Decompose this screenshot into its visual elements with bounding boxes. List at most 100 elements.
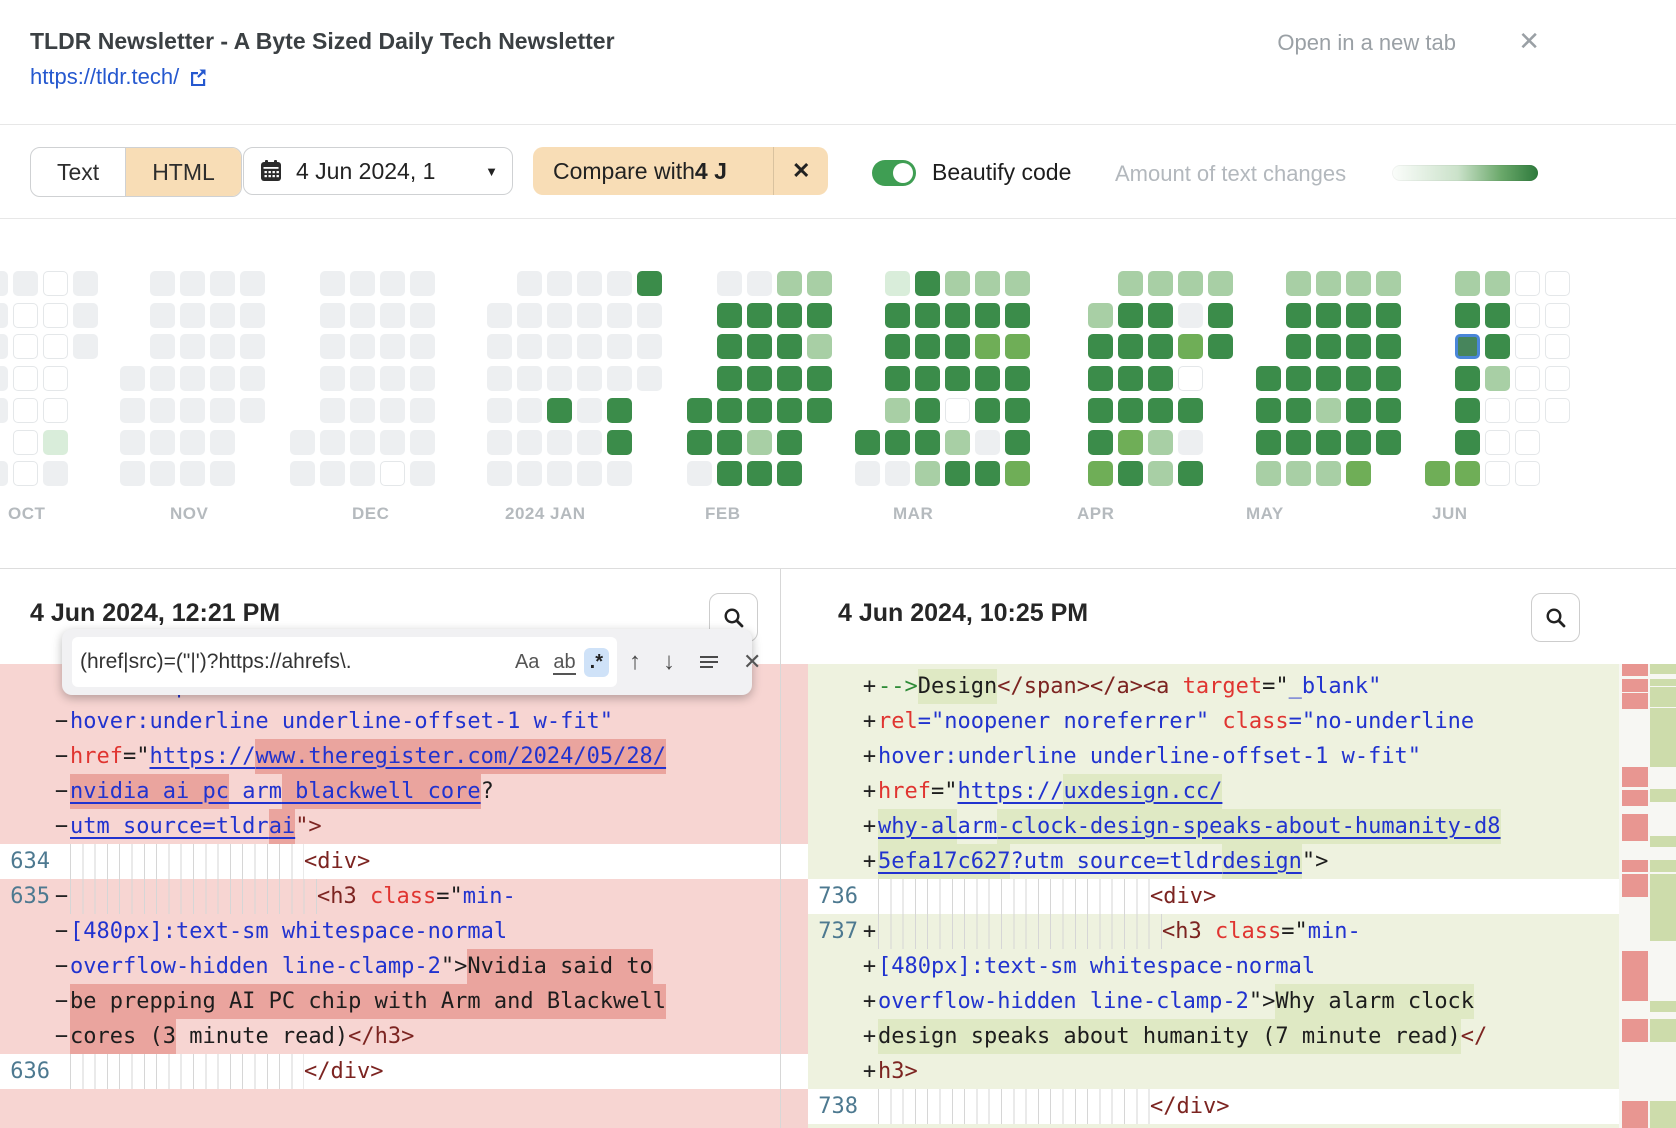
heatmap-cell[interactable] bbox=[1005, 271, 1030, 296]
heatmap-cell[interactable] bbox=[150, 271, 175, 296]
heatmap-cell[interactable] bbox=[487, 334, 512, 359]
heatmap-cell[interactable] bbox=[13, 461, 38, 486]
heatmap-cell[interactable] bbox=[975, 398, 1000, 423]
heatmap-cell[interactable] bbox=[1485, 398, 1510, 423]
heatmap-cell[interactable] bbox=[1118, 430, 1143, 455]
heatmap-cell[interactable] bbox=[807, 303, 832, 328]
heatmap-cell[interactable] bbox=[1455, 398, 1480, 423]
heatmap-cell[interactable] bbox=[1455, 430, 1480, 455]
heatmap-cell[interactable] bbox=[1118, 461, 1143, 486]
heatmap-cell[interactable] bbox=[487, 461, 512, 486]
heatmap-cell[interactable] bbox=[915, 303, 940, 328]
heatmap-cell[interactable] bbox=[0, 461, 8, 486]
heatmap-cell[interactable] bbox=[577, 271, 602, 296]
heatmap-cell[interactable] bbox=[517, 334, 542, 359]
heatmap-cell[interactable] bbox=[1088, 461, 1113, 486]
heatmap-cell[interactable] bbox=[1005, 334, 1030, 359]
heatmap-cell[interactable] bbox=[320, 461, 345, 486]
heatmap-cell[interactable] bbox=[120, 398, 145, 423]
heatmap-cell[interactable] bbox=[717, 366, 742, 391]
heatmap-cell[interactable] bbox=[807, 271, 832, 296]
heatmap-cell[interactable] bbox=[120, 366, 145, 391]
heatmap-cell[interactable] bbox=[717, 461, 742, 486]
search-input[interactable]: (href|src)=("|')?https://ahrefs\. Aa ab … bbox=[72, 637, 617, 687]
heatmap-cell[interactable] bbox=[487, 398, 512, 423]
heatmap-cell[interactable] bbox=[637, 334, 662, 359]
heatmap-cell[interactable] bbox=[1485, 303, 1510, 328]
heatmap-cell[interactable] bbox=[547, 398, 572, 423]
heatmap-cell[interactable] bbox=[487, 303, 512, 328]
heatmap-cell[interactable] bbox=[577, 430, 602, 455]
heatmap-cell[interactable] bbox=[577, 398, 602, 423]
heatmap-cell[interactable] bbox=[945, 461, 970, 486]
heatmap-cell[interactable] bbox=[1346, 430, 1371, 455]
heatmap-cell[interactable] bbox=[150, 461, 175, 486]
heatmap-cell[interactable] bbox=[807, 398, 832, 423]
heatmap-cell[interactable] bbox=[915, 334, 940, 359]
heatmap-cell[interactable] bbox=[687, 430, 712, 455]
heatmap-cell[interactable] bbox=[1178, 334, 1203, 359]
heatmap-cell[interactable] bbox=[350, 430, 375, 455]
heatmap-cell[interactable] bbox=[747, 430, 772, 455]
heatmap-cell[interactable] bbox=[1148, 430, 1173, 455]
heatmap-cell[interactable] bbox=[290, 430, 315, 455]
heatmap-cell[interactable] bbox=[1376, 334, 1401, 359]
heatmap-cell[interactable] bbox=[1005, 430, 1030, 455]
heatmap-cell[interactable] bbox=[1178, 430, 1203, 455]
heatmap-cell[interactable] bbox=[777, 334, 802, 359]
compare-close-icon[interactable]: ✕ bbox=[792, 158, 811, 183]
external-link-icon[interactable] bbox=[187, 66, 209, 88]
heatmap-cell[interactable] bbox=[915, 461, 940, 486]
heatmap-cell[interactable] bbox=[73, 303, 98, 328]
heatmap-cell[interactable] bbox=[43, 334, 68, 359]
heatmap-cell[interactable] bbox=[1545, 271, 1570, 296]
heatmap-cell[interactable] bbox=[885, 461, 910, 486]
heatmap-cell[interactable] bbox=[945, 430, 970, 455]
heatmap-cell[interactable] bbox=[1316, 398, 1341, 423]
regex-button[interactable]: .* bbox=[583, 647, 609, 677]
heatmap-cell[interactable] bbox=[0, 271, 8, 296]
changes-minimap-scrollbar[interactable] bbox=[1619, 664, 1676, 1128]
heatmap-cell[interactable] bbox=[777, 303, 802, 328]
heatmap-cell[interactable] bbox=[1485, 461, 1510, 486]
heatmap-cell[interactable] bbox=[1545, 303, 1570, 328]
heatmap-cell[interactable] bbox=[1346, 334, 1371, 359]
heatmap-cell[interactable] bbox=[1286, 430, 1311, 455]
heatmap-cell[interactable] bbox=[487, 430, 512, 455]
heatmap-cell[interactable] bbox=[747, 271, 772, 296]
heatmap-cell[interactable] bbox=[410, 366, 435, 391]
heatmap-cell[interactable] bbox=[210, 430, 235, 455]
heatmap-cell[interactable] bbox=[1178, 366, 1203, 391]
beautify-code-toggle[interactable] bbox=[872, 159, 916, 186]
heatmap-cell[interactable] bbox=[13, 271, 38, 296]
heatmap-cell[interactable] bbox=[547, 461, 572, 486]
heatmap-cell[interactable] bbox=[885, 334, 910, 359]
previous-match-icon[interactable]: ↑ bbox=[629, 648, 641, 675]
heatmap-cell[interactable] bbox=[1088, 430, 1113, 455]
heatmap-cell[interactable] bbox=[350, 461, 375, 486]
heatmap-cell[interactable] bbox=[1545, 366, 1570, 391]
heatmap-cell[interactable] bbox=[320, 334, 345, 359]
heatmap-cell[interactable] bbox=[547, 430, 572, 455]
heatmap-cell[interactable] bbox=[1515, 430, 1540, 455]
heatmap-cell[interactable] bbox=[975, 303, 1000, 328]
heatmap-cell[interactable] bbox=[240, 398, 265, 423]
compare-with-button[interactable]: Compare with 4 J ✕ bbox=[533, 147, 829, 195]
heatmap-cell[interactable] bbox=[975, 461, 1000, 486]
heatmap-cell[interactable] bbox=[975, 430, 1000, 455]
heatmap-cell[interactable] bbox=[1208, 271, 1233, 296]
heatmap-cell[interactable] bbox=[1316, 271, 1341, 296]
heatmap-cell[interactable] bbox=[1286, 271, 1311, 296]
heatmap-cell[interactable] bbox=[1425, 461, 1450, 486]
heatmap-cell[interactable] bbox=[547, 303, 572, 328]
heatmap-cell[interactable] bbox=[1455, 461, 1480, 486]
heatmap-cell[interactable] bbox=[0, 366, 8, 391]
heatmap-cell[interactable] bbox=[240, 271, 265, 296]
heatmap-cell[interactable] bbox=[747, 398, 772, 423]
heatmap-cell[interactable] bbox=[320, 303, 345, 328]
heatmap-cell[interactable] bbox=[547, 334, 572, 359]
heatmap-cell[interactable] bbox=[43, 430, 68, 455]
heatmap-cell[interactable] bbox=[180, 366, 205, 391]
heatmap-cell[interactable] bbox=[945, 334, 970, 359]
heatmap-cell[interactable] bbox=[577, 461, 602, 486]
